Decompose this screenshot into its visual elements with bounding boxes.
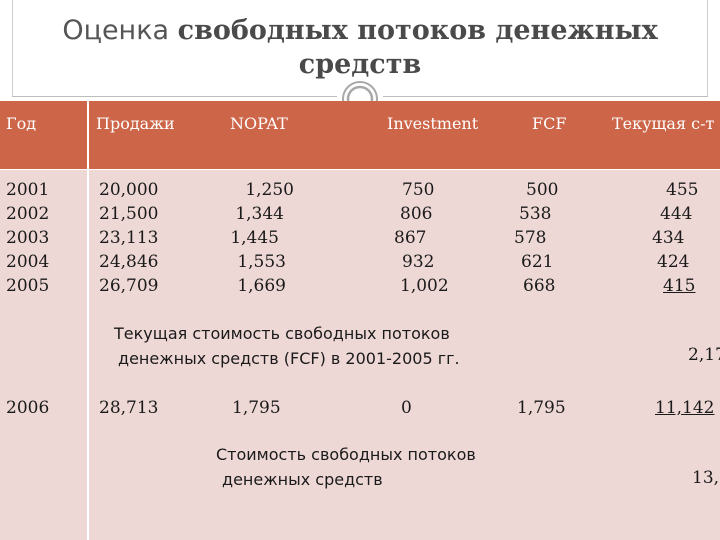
header-fcf: FCF — [532, 114, 567, 133]
title-rule-left — [12, 96, 337, 97]
sales-column: 20,000 21,500 23,113 24,846 26,709 — [99, 178, 158, 298]
table-cell: 1,250 — [245, 180, 294, 200]
value-note-line2: денежных средств — [222, 470, 383, 489]
pv-note-line2: денежных средств (FCF) в 2001-2005 гг. — [118, 349, 460, 368]
title-rule-right — [383, 96, 708, 97]
row-2006-year: 2006 — [6, 398, 50, 418]
table-cell: 806 — [400, 204, 433, 224]
row-2006-investment: 0 — [401, 398, 412, 418]
row-2006-sales: 28,713 — [99, 398, 159, 418]
title-part-regular: Оценка — [62, 15, 178, 46]
title-part-bold-line2: средств — [298, 49, 422, 80]
table-cell: 21,500 — [99, 204, 159, 224]
header-present-value: Текущая с-т — [612, 114, 715, 133]
header-sales: Продажи — [96, 114, 175, 133]
table-cell: 20,000 — [99, 180, 159, 200]
table-cell: 538 — [519, 204, 552, 224]
header-nopat: NOPAT — [230, 114, 288, 133]
row-2006-present-value: 11,142 — [655, 398, 715, 418]
table-cell: 455 — [666, 180, 699, 200]
table-header-band — [0, 101, 720, 169]
table-cell: 2001 — [6, 180, 50, 200]
value-note-line1: Стоимость свободных потоков — [216, 445, 476, 464]
table-cell: 932 — [402, 252, 435, 272]
table-cell: 424 — [657, 252, 690, 272]
table-cell: 2005 — [6, 276, 50, 296]
table-cell: 1,669 — [237, 276, 286, 296]
table-cell: 434 — [652, 228, 685, 248]
total-value: 13, — [692, 468, 720, 488]
table-cell: 1,553 — [237, 252, 286, 272]
value-note: Стоимость свободных потоков денежных сре… — [216, 442, 476, 492]
table-cell: 24,846 — [99, 252, 159, 272]
slide-title: Оценка свободных потоков денежных средст… — [0, 14, 720, 82]
table-cell: 2004 — [6, 252, 50, 272]
table-body-band — [0, 170, 720, 540]
table-cell: 26,709 — [99, 276, 159, 296]
column-divider — [87, 101, 89, 540]
years-column: 2001 2002 2003 2004 2005 — [6, 178, 49, 298]
header-investment: Investment — [387, 114, 479, 133]
header-year: Год — [6, 114, 37, 133]
present-value-column: 455 444 434 424 415 — [652, 178, 698, 298]
table-cell: 23,113 — [99, 228, 159, 248]
table-cell: 2003 — [6, 228, 50, 248]
investment-column: 750 806 867 932 1,002 — [394, 178, 449, 298]
row-2006-nopat: 1,795 — [232, 398, 281, 418]
table-cell: 1,002 — [400, 276, 449, 296]
table-cell: 621 — [521, 252, 554, 272]
pv-total-value: 2,17 — [688, 345, 720, 365]
title-frame — [12, 0, 708, 97]
table-cell: 500 — [526, 180, 559, 200]
table-cell: 578 — [514, 228, 547, 248]
table-cell: 867 — [394, 228, 427, 248]
table-cell: 750 — [402, 180, 435, 200]
table-cell: 415 — [663, 276, 696, 296]
table-cell: 668 — [523, 276, 556, 296]
nopat-column: 1,250 1,344 1,445 1,553 1,669 — [230, 178, 294, 298]
table-cell: 1,344 — [235, 204, 284, 224]
table-cell: 2002 — [6, 204, 50, 224]
title-part-bold: свободных потоков денежных — [177, 15, 658, 46]
table-cell: 1,445 — [230, 228, 279, 248]
row-2006-fcf: 1,795 — [517, 398, 566, 418]
pv-note-line1: Текущая стоимость свободных потоков — [114, 324, 450, 343]
pv-note: Текущая стоимость свободных потоков дене… — [114, 321, 460, 371]
table-cell: 444 — [660, 204, 693, 224]
fcf-column: 500 538 578 621 668 — [512, 178, 558, 298]
